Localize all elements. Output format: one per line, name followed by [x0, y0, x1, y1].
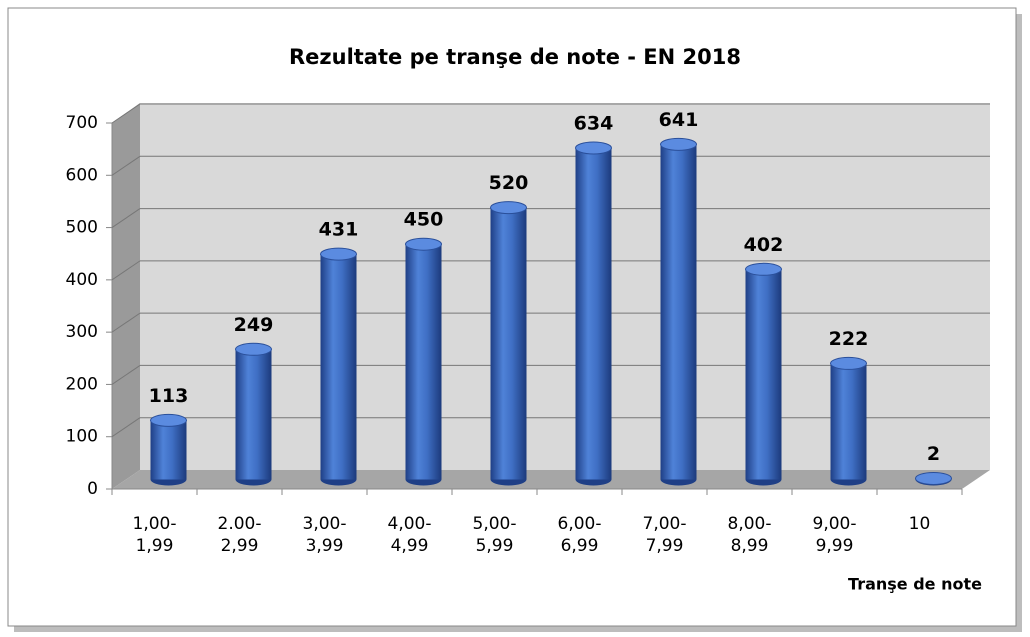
y-tick-label: 400 — [66, 270, 98, 290]
bar-body — [490, 207, 527, 480]
x-axis-title: Tranşe de note — [848, 575, 982, 594]
bar-top — [235, 342, 272, 356]
grid-line-side — [111, 312, 141, 333]
data-label: 402 — [744, 234, 784, 256]
bar — [830, 356, 867, 486]
y-tick-label: 600 — [66, 165, 98, 185]
data-label: 222 — [829, 328, 869, 350]
bar-top — [405, 237, 442, 251]
bar-top — [575, 141, 612, 155]
data-label: 249 — [234, 314, 274, 336]
y-tick-label: 200 — [66, 374, 98, 394]
x-tick-label: 5,00- 5,99 — [472, 514, 517, 556]
bar-top — [660, 137, 697, 151]
x-tick-label: 2.00- 2,99 — [217, 514, 262, 556]
chart-title: Rezultate pe tranşe de note - EN 2018 — [289, 45, 741, 69]
bar-body — [745, 269, 782, 480]
bar — [575, 141, 612, 486]
data-label: 450 — [404, 209, 444, 231]
bar — [490, 201, 527, 486]
grid-line-side — [111, 417, 141, 438]
bar-top — [150, 413, 187, 427]
bar-body — [660, 144, 697, 480]
y-tick-label: 0 — [87, 479, 98, 499]
x-tick-label: 9,00- 9,99 — [812, 514, 857, 556]
bar-top — [490, 201, 527, 215]
data-label: 431 — [319, 219, 359, 241]
bar-body — [830, 363, 867, 480]
bar — [915, 471, 952, 486]
bar — [235, 342, 272, 486]
x-tick-label: 6,00- 6,99 — [557, 514, 602, 556]
bar — [745, 262, 782, 486]
data-label: 641 — [659, 109, 699, 131]
bar — [405, 237, 442, 486]
bar — [320, 247, 357, 486]
y-tick-label: 300 — [66, 322, 98, 342]
bar — [150, 413, 187, 486]
x-tick-label: 7,00- 7,99 — [642, 514, 687, 556]
x-tick-label: 4,00- 4,99 — [387, 514, 432, 556]
grid-line-side — [111, 365, 141, 385]
bar-body — [575, 148, 612, 480]
grid-line-side — [111, 260, 141, 281]
bar-top — [830, 356, 867, 370]
y-tick-label: 100 — [66, 427, 98, 447]
x-tick-label: 10 — [908, 514, 931, 534]
data-label: 634 — [574, 113, 614, 135]
bar-top — [745, 262, 782, 276]
y-tick-label: 700 — [66, 113, 98, 133]
data-label: 520 — [489, 172, 529, 194]
x-tick-label: 8,00- 8,99 — [727, 514, 772, 556]
bar — [660, 137, 697, 486]
bar-top — [915, 471, 952, 485]
data-label: 2 — [927, 443, 940, 465]
grid-line-side — [111, 208, 141, 228]
grid-line-side — [111, 155, 141, 176]
bar-body — [405, 244, 442, 480]
x-tick-label: 3,00- 3,99 — [302, 514, 347, 556]
x-tick-label: 1,00- 1,99 — [132, 514, 177, 556]
y-tick-label: 500 — [66, 218, 98, 238]
bar-body — [150, 420, 187, 480]
data-label: 113 — [149, 385, 189, 407]
bar-body — [235, 349, 272, 480]
grid-line-side — [111, 103, 141, 124]
bar-body — [320, 254, 357, 480]
bar-top — [320, 247, 357, 261]
side-wall — [112, 103, 140, 489]
